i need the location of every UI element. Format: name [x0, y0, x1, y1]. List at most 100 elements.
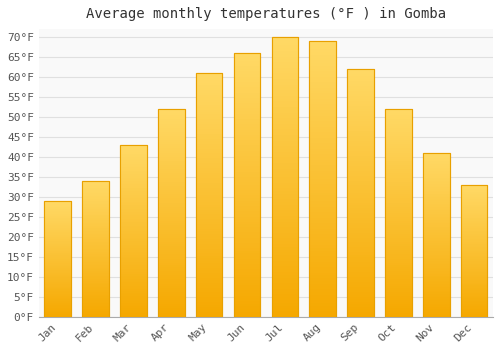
Bar — [196, 158, 222, 161]
Bar — [272, 160, 298, 163]
Bar — [385, 172, 411, 173]
Bar — [348, 108, 374, 111]
Bar — [82, 222, 109, 223]
Bar — [348, 144, 374, 146]
Bar — [348, 307, 374, 309]
Bar — [423, 168, 450, 169]
Bar — [82, 196, 109, 197]
Bar — [234, 153, 260, 156]
Bar — [120, 193, 146, 195]
Bar — [44, 233, 71, 235]
Bar — [272, 283, 298, 286]
Bar — [82, 299, 109, 301]
Bar — [44, 254, 71, 256]
Bar — [310, 138, 336, 140]
Bar — [44, 245, 71, 246]
Bar — [423, 197, 450, 199]
Bar — [385, 259, 411, 261]
Bar — [348, 257, 374, 260]
Bar — [348, 161, 374, 163]
Bar — [44, 260, 71, 261]
Bar — [158, 111, 184, 113]
Bar — [196, 200, 222, 202]
Bar — [196, 309, 222, 312]
Bar — [310, 286, 336, 289]
Bar — [234, 293, 260, 296]
Bar — [310, 60, 336, 63]
Bar — [120, 310, 146, 312]
Bar — [423, 243, 450, 245]
Bar — [82, 268, 109, 269]
Bar — [196, 166, 222, 168]
Bar — [196, 275, 222, 278]
Bar — [158, 310, 184, 313]
Bar — [348, 96, 374, 99]
Bar — [385, 236, 411, 238]
Bar — [423, 169, 450, 171]
Bar — [423, 160, 450, 161]
Bar — [348, 228, 374, 230]
Bar — [158, 252, 184, 254]
Bar — [272, 163, 298, 166]
Bar — [234, 306, 260, 309]
Bar — [423, 232, 450, 233]
Bar — [158, 140, 184, 142]
Bar — [423, 297, 450, 299]
Bar — [158, 306, 184, 308]
Bar — [196, 268, 222, 271]
Bar — [385, 275, 411, 277]
Bar — [461, 297, 487, 298]
Bar — [120, 212, 146, 214]
Bar — [348, 128, 374, 131]
Bar — [385, 281, 411, 284]
Bar — [348, 210, 374, 213]
Bar — [158, 223, 184, 225]
Bar — [196, 153, 222, 156]
Bar — [120, 191, 146, 193]
Bar — [348, 243, 374, 245]
Bar — [196, 202, 222, 205]
Bar — [44, 211, 71, 212]
Bar — [385, 228, 411, 230]
Bar — [310, 110, 336, 113]
Bar — [196, 127, 222, 129]
Bar — [461, 185, 487, 186]
Bar — [234, 116, 260, 119]
Bar — [385, 126, 411, 128]
Bar — [423, 309, 450, 310]
Bar — [234, 238, 260, 240]
Bar — [234, 69, 260, 71]
Bar — [234, 143, 260, 145]
Bar — [196, 263, 222, 266]
Bar — [423, 212, 450, 214]
Bar — [82, 242, 109, 244]
Bar — [158, 165, 184, 167]
Bar — [82, 204, 109, 205]
Bar — [461, 273, 487, 275]
Bar — [423, 266, 450, 268]
Bar — [310, 71, 336, 74]
Bar — [348, 195, 374, 198]
Bar — [310, 306, 336, 309]
Bar — [196, 117, 222, 119]
Bar — [82, 271, 109, 272]
Bar — [310, 237, 336, 240]
Bar — [44, 256, 71, 257]
Bar — [44, 207, 71, 208]
Bar — [120, 217, 146, 219]
Bar — [234, 167, 260, 169]
Bar — [82, 280, 109, 281]
Bar — [272, 294, 298, 297]
Bar — [158, 153, 184, 155]
Bar — [44, 250, 71, 251]
Bar — [348, 297, 374, 300]
Bar — [385, 144, 411, 146]
Bar — [44, 284, 71, 286]
Bar — [385, 232, 411, 234]
Bar — [423, 253, 450, 254]
Bar — [348, 74, 374, 76]
Bar — [234, 82, 260, 85]
Bar — [461, 201, 487, 202]
Bar — [423, 241, 450, 243]
Bar — [196, 248, 222, 251]
